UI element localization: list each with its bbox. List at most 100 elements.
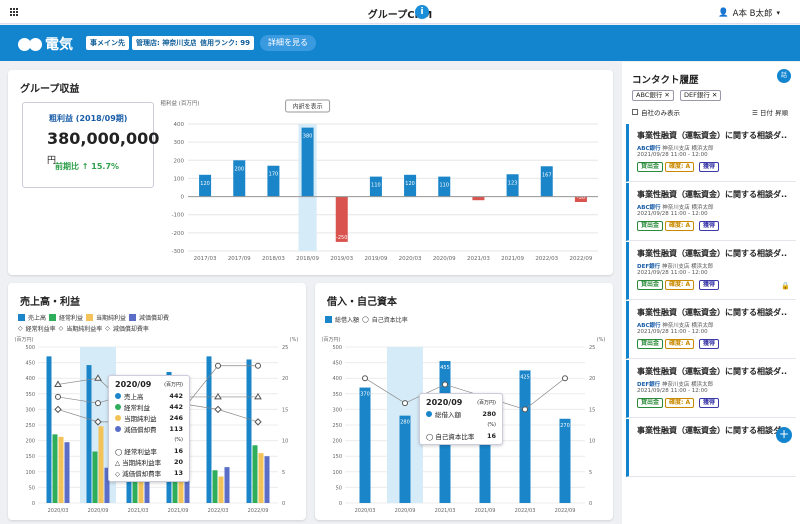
y-tick-label: 100 <box>25 470 35 476</box>
bar <box>399 415 411 503</box>
bar-value-label: 110 <box>439 183 449 189</box>
x-tick-label: 2019/09 <box>364 256 387 262</box>
contact-item-tag: 獲得 <box>699 221 720 231</box>
info-icon[interactable]: i <box>415 5 429 19</box>
contact-item-date: 2021/09/28 11:00 - 12:00 <box>637 211 708 217</box>
contact-item-tag: 確度: A <box>665 221 695 231</box>
contact-item[interactable]: 事業性融資（運転資金）に関する相談ダ... DEF銀行 神奈川支店 横浜太郎 202… <box>626 242 796 300</box>
y-tick-label: 250 <box>332 423 342 429</box>
bar-value-label: 110 <box>371 183 381 189</box>
y-tick-label: 0 <box>32 501 35 507</box>
ratio-line <box>364 377 566 410</box>
contact-panel: コンタクト履歴 話 ABC銀行 ✕ DEF銀行 ✕ 自社のみ表示 ☰ 日付 昇順… <box>622 62 800 524</box>
contact-item-tag: 貸出金 <box>637 398 664 408</box>
borrow-title: 借入・自己資本 <box>327 297 397 308</box>
x-tick-label: 2021/03 <box>467 256 490 262</box>
sales-tooltip: 2020/09 (百万円) 売上高 442 経常利益 442 当期純利益 246 減価償… <box>108 375 190 482</box>
sort-toggle[interactable]: ☰ 日付 昇順 <box>752 109 788 117</box>
bar <box>472 196 485 201</box>
bar <box>438 176 451 197</box>
contact-item-date: 2021/09/28 11:00 - 12:00 <box>637 388 708 394</box>
own-only-checkbox[interactable]: 自社のみ表示 <box>632 107 680 117</box>
breakdown-tooltip-text: 内訳を表示 <box>293 103 323 111</box>
bar-value-label: 123 <box>508 180 518 186</box>
ratio-point <box>215 362 221 369</box>
contact-item[interactable]: 事業性融資（運転資金）に関する相談ダ... ABC銀行 神奈川支店 横浜太郎 202… <box>626 183 796 241</box>
x-tick-label: 2021/09 <box>501 256 524 262</box>
filter-chip-def[interactable]: DEF銀行 ✕ <box>680 90 722 101</box>
ratio-point <box>254 392 262 400</box>
x-tick-label: 2021/09 <box>475 508 496 514</box>
bar <box>404 174 417 197</box>
badge-rank: 信用ランク: 99 <box>196 36 254 50</box>
bar <box>252 445 258 503</box>
company-banner: 電気 事メイン先 管理店: 神奈川支店 信用ランク: 99 詳細を見る <box>0 25 800 61</box>
x-tick-label: 2021/09 <box>168 508 189 514</box>
bar <box>479 396 491 503</box>
bar-value-label: 200 <box>234 166 244 172</box>
y2-axis-label: (%) <box>597 337 606 343</box>
borrow-tooltip: 2020/09 (百万円) 総借入額 280 (%) ◯ 自己資本比率 16 <box>419 393 503 445</box>
x-tick-label: 2021/03 <box>128 508 149 514</box>
sales-title: 売上高・利益 <box>20 297 80 308</box>
x-tick-label: 2020/03 <box>355 508 376 514</box>
x-tick-label: 2017/09 <box>228 256 251 262</box>
contact-item-tag: 確度: A <box>665 280 695 290</box>
contact-item[interactable]: 事業性融資（運転資金）に関する相談ダ... ABC銀行 神奈川支店 横浜太郎 202… <box>626 301 796 359</box>
chat-icon[interactable]: 話 <box>777 69 791 83</box>
kpi-ratio: 前期比 ↑ 15.7% <box>55 162 120 171</box>
ratio-point <box>214 405 222 414</box>
bar <box>540 166 553 197</box>
badge-branch: 管理店: 神奈川支店 <box>132 36 202 50</box>
y2-axis-label: (%) <box>290 337 299 343</box>
contact-item[interactable]: 事業性融資（運転資金）に関する相談ダ... DEF銀行 神奈川支店 横浜太郎 202… <box>626 360 796 418</box>
bar-value-label: -30 <box>577 195 585 201</box>
bar <box>519 370 531 503</box>
kpi-value: 380,000,000 円 <box>47 129 160 166</box>
bar <box>92 451 98 503</box>
user-name: A本 B太郎 <box>732 9 773 19</box>
contact-item[interactable]: 事業性融資（運転資金）に関する相談ダ... <box>626 419 796 477</box>
y2-tick-label: 0 <box>589 501 592 507</box>
y2-tick-label: 25 <box>282 345 288 351</box>
contact-item-title: 事業性融資（運転資金）に関する相談ダ... <box>637 426 787 435</box>
y-tick-label: 300 <box>174 140 185 146</box>
y2-tick-label: 20 <box>589 376 595 382</box>
x-tick-label: 2017/03 <box>194 256 217 262</box>
ratio-point <box>442 381 448 388</box>
y-tick-label: 500 <box>25 345 35 351</box>
x-tick-label: 2022/03 <box>535 256 558 262</box>
ratio-point <box>94 374 102 381</box>
y2-tick-label: 20 <box>282 376 288 382</box>
contact-item-tag: 貸出金 <box>637 162 664 172</box>
contact-item-title: 事業性融資（運転資金）に関する相談ダ... <box>637 249 787 258</box>
y2-tick-label: 15 <box>589 407 595 413</box>
y-tick-label: 200 <box>174 158 185 164</box>
y-tick-label: -300 <box>172 249 185 255</box>
apps-grid-icon[interactable] <box>10 8 19 17</box>
y-tick-label: 300 <box>332 407 342 413</box>
detail-button[interactable]: 詳細を見る <box>260 35 316 51</box>
sales-line-legend: ◇ 経常利益率 ◇ 当期純利益率 ◇ 減価償却費率 <box>18 325 149 333</box>
bar-value-label: 455 <box>440 365 450 371</box>
ratio-point <box>54 380 62 387</box>
top-bar: グループCRM i 👤 A本 B太郎 ▾ <box>0 0 800 24</box>
add-contact-button[interactable]: + <box>776 427 792 443</box>
contact-item-bank: DEF銀行 神奈川支店 横浜太郎 <box>637 382 714 388</box>
y-tick-label: 350 <box>332 392 342 398</box>
filter-chip-abc[interactable]: ABC銀行 ✕ <box>632 90 674 101</box>
contact-item-tag: 貸出金 <box>637 339 664 349</box>
bar <box>212 470 218 503</box>
contact-item-date: 2021/09/28 11:00 - 12:00 <box>637 152 708 158</box>
company-logo: 電気 <box>18 34 73 54</box>
ratio-point <box>522 406 528 413</box>
bar-value-label: 170 <box>269 172 279 178</box>
contact-item[interactable]: 事業性融資（運転資金）に関する相談ダ... ABC銀行 神奈川支店 横浜太郎 202… <box>626 124 796 182</box>
y-tick-label: 400 <box>174 122 185 128</box>
y-tick-label: -200 <box>172 231 185 237</box>
bar-value-label: 380 <box>303 134 313 140</box>
bar <box>64 442 70 503</box>
kpi-card: 粗利益 (2018/09期) 380,000,000 円 前期比 ↑ 15.7% <box>22 102 159 188</box>
bar <box>52 434 58 503</box>
user-menu[interactable]: 👤 A本 B太郎 ▾ <box>718 7 780 19</box>
